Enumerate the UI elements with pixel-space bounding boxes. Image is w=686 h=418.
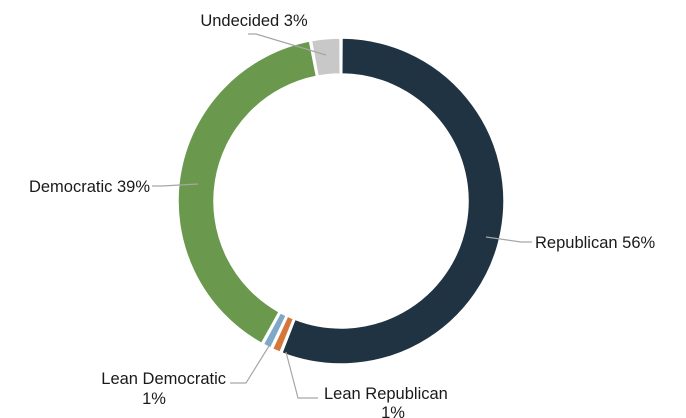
slice-label-undecided: Undecided 3%: [200, 12, 308, 30]
donut-slices: [177, 37, 505, 365]
slice-republican: [280, 37, 505, 365]
slice-label-democratic: Democratic 39%: [29, 178, 150, 196]
slice-label-republican: Republican 56%: [535, 234, 655, 252]
slice-label-lean-republican-value: 1%: [381, 404, 405, 418]
leader-line-republican: [485, 236, 532, 243]
leader-line-democratic: [152, 183, 199, 187]
slice-undecided: [310, 37, 341, 77]
slice-label-lean-republican-name: Lean Republican: [324, 385, 448, 403]
slice-label-lean-democratic-name: Lean Democratic: [101, 370, 226, 388]
leader-lines: [152, 33, 532, 399]
leader-line-undecided: [248, 33, 327, 56]
slice-label-lean-democratic-value: 1%: [142, 390, 166, 408]
slice-lean-republican: [271, 315, 295, 354]
leader-line-lean-democratic: [230, 345, 270, 384]
slice-labels: Republican 56% Lean Republican 1% Lean D…: [29, 12, 656, 418]
leader-line-lean-republican: [285, 351, 318, 399]
slice-democratic: [177, 40, 318, 345]
